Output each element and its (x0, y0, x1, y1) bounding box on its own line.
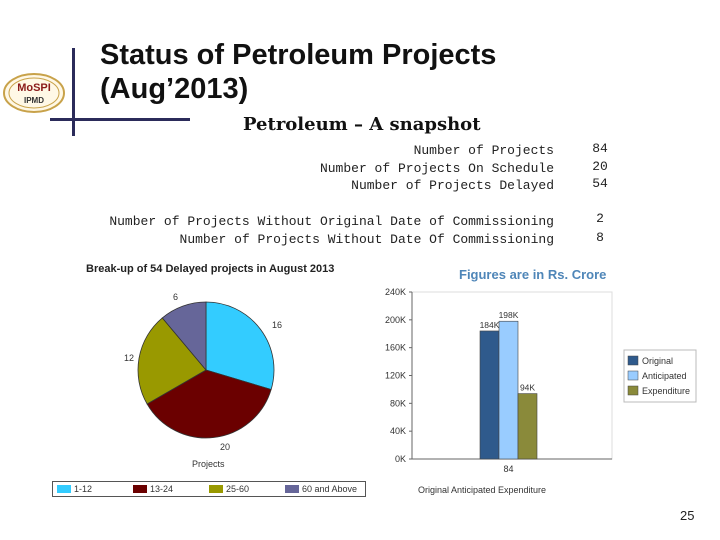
bar-legend-label: Original (642, 356, 673, 366)
pie-legend-swatch (133, 485, 147, 493)
pie-legend-label: 13-24 (150, 484, 174, 494)
pie-slice-60 and Above (161, 301, 207, 372)
bar-data-label: 184K (480, 320, 500, 330)
pie-legend-item: 60 and Above (285, 484, 357, 494)
stat-label-delayed: Number of Projects Delayed (351, 178, 554, 193)
bar-data-label: 198K (499, 310, 519, 320)
bar-anticipated (498, 320, 519, 460)
bar-original (479, 330, 500, 460)
stat-label-total: Number of Projects (413, 143, 554, 158)
bar-y-tick-label: 240K (385, 287, 406, 297)
stat-label-no-date: Number of Projects Without Date Of Commi… (179, 232, 554, 247)
bar-legend-swatch (627, 355, 639, 366)
pie-legend-swatch (57, 485, 71, 493)
pie-legend-item: 13-24 (133, 484, 173, 494)
slide-title-line1: Status of Petroleum Projects (100, 39, 497, 71)
bar-y-tick-label: 80K (390, 398, 406, 408)
bar-legend-label: Anticipated (642, 371, 687, 381)
pie-chart (137, 301, 275, 439)
bar-y-tick-label: 0K (395, 454, 406, 464)
bar-expenditure (517, 393, 538, 460)
bar-x-tick-label: 84 (503, 464, 513, 474)
bar-legend-label: Expenditure (642, 386, 690, 396)
mospi-logo: MoSPI IPMD (3, 73, 65, 113)
title-accent-vertical-line (72, 48, 75, 136)
pie-legend-item: 25-60 (209, 484, 249, 494)
pie-legend: 1-12 13-24 25-60 60 and Above (52, 481, 366, 497)
bar-legend-swatch (627, 385, 639, 396)
bar-y-tick-label: 160K (385, 343, 406, 353)
pie-legend-label: 1-12 (74, 484, 93, 494)
page-number: 25 (680, 508, 695, 523)
stat-value-no-original-date: 2 (596, 211, 604, 226)
stat-value-no-date: 8 (596, 230, 604, 245)
slide-title: Status of Petroleum Projects (Aug’2013) (100, 38, 496, 106)
logo-line2: IPMD (24, 96, 44, 105)
bar-data-label: 94K (520, 383, 535, 393)
pie-x-axis-label: Projects (192, 459, 225, 469)
pie-legend-label: 60 and Above (302, 484, 358, 494)
pie-slice-1-12 (205, 301, 275, 391)
title-accent-horizontal-line (50, 118, 190, 121)
pie-slice-25-60 (137, 317, 207, 405)
pie-legend-label: 25-60 (226, 484, 250, 494)
bar-y-tick-label: 200K (385, 315, 406, 325)
logo-line1: MoSPI (17, 82, 51, 94)
pie-label-slice-1: 16 (272, 320, 283, 330)
pie-chart-title: Break-up of 54 Delayed projects in Augus… (86, 263, 335, 275)
bar-legend-swatch (627, 370, 639, 381)
bar-y-tick-label: 40K (390, 426, 406, 436)
stat-value-delayed: 54 (592, 176, 608, 191)
bar-chart-title: Figures are in Rs. Crore (459, 267, 607, 282)
stat-label-no-original-date: Number of Projects Without Original Date… (109, 214, 554, 229)
pie-label-slice-3: 12 (124, 353, 135, 363)
bar-y-tick-label: 120K (385, 371, 406, 381)
pie-slice-13-24 (146, 369, 272, 439)
slide-subtitle: Petroleum – A snapshot (243, 114, 481, 135)
pie-label-slice-2: 20 (220, 442, 231, 452)
stat-value-on-schedule: 20 (592, 159, 608, 174)
pie-label-slice-4: 6 (173, 292, 179, 302)
bar-x-axis-title: Original Anticipated Expenditure (418, 485, 546, 495)
pie-legend-item: 1-12 (57, 484, 92, 494)
stat-value-total: 84 (592, 141, 608, 156)
pie-legend-swatch (209, 485, 223, 493)
pie-legend-swatch (285, 485, 299, 493)
stat-label-on-schedule: Number of Projects On Schedule (319, 161, 554, 176)
slide-title-line2: (Aug’2013) (100, 73, 249, 105)
